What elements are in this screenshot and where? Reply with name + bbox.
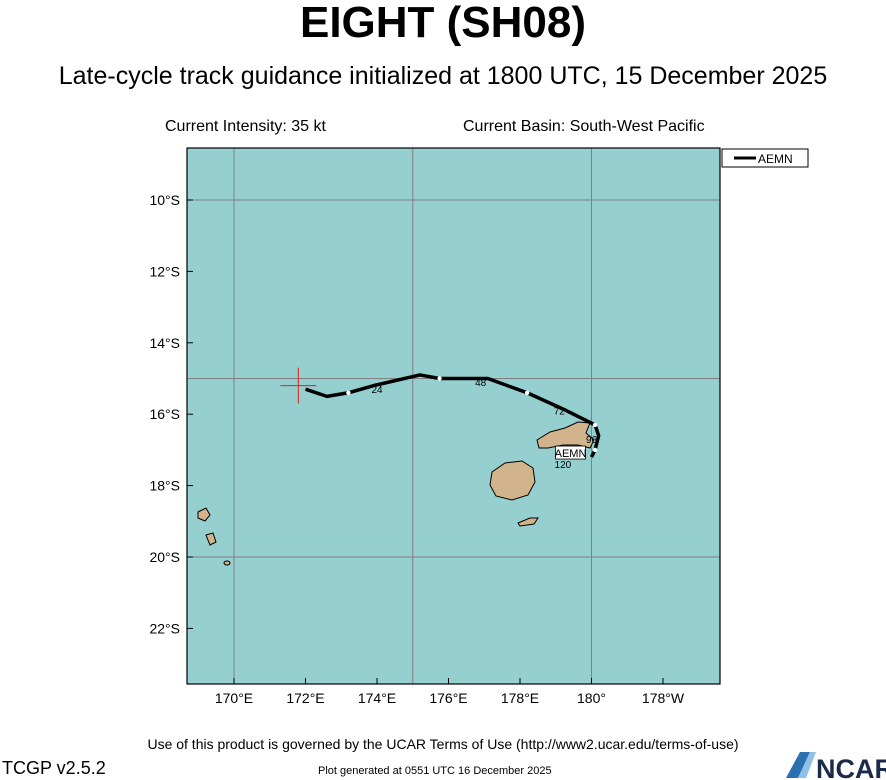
y-tick-label: 16°S	[149, 406, 180, 422]
x-tick-label: 178°W	[642, 690, 685, 706]
legend: AEMN	[721, 148, 809, 168]
land-masses	[197, 421, 595, 566]
track-marker	[437, 376, 442, 381]
subtitle: Late-cycle track guidance initialized at…	[58, 62, 828, 90]
storm-title: EIGHT (SH08)	[299, 0, 587, 47]
forecast-hour-label: 120	[555, 460, 572, 471]
x-tick-label: 170°E	[215, 690, 253, 706]
forecast-hour-label: 96	[586, 435, 598, 446]
svg-text:NCAR: NCAR	[816, 754, 886, 780]
island-vanua-levu	[536, 421, 595, 449]
legend-label-aemn: AEMN	[758, 152, 793, 166]
island-vanuatu-2	[205, 532, 217, 546]
track-marker	[524, 390, 530, 395]
track-marker	[592, 422, 598, 428]
y-tick-label: 14°S	[149, 335, 180, 351]
forecast-hour-label: 72	[554, 407, 566, 418]
version: TCGP v2.5.2	[2, 758, 106, 778]
island-kadavu	[517, 517, 539, 527]
y-tick-label: 20°S	[149, 549, 180, 565]
forecast-hour-label: 24	[371, 385, 383, 396]
ocean	[187, 148, 720, 684]
island-viti-levu	[489, 460, 536, 501]
x-tick-label: 172°E	[286, 690, 324, 706]
y-tick-label: 22°S	[149, 620, 180, 636]
end-label: AEMN	[555, 448, 587, 460]
island-vanuatu-1	[197, 507, 211, 522]
x-tick-label: 180°	[577, 690, 606, 706]
y-tick-label: 18°S	[149, 478, 180, 494]
y-tick-label: 10°S	[149, 192, 180, 208]
x-tick-label: 176°E	[429, 690, 467, 706]
ncar-logo: NCAR	[786, 752, 886, 780]
end-label-box	[555, 445, 586, 460]
track-marker	[346, 390, 351, 395]
y-tick-label: 12°S	[149, 263, 180, 279]
generated-time: Plot generated at 0551 UTC 16 December 2…	[318, 765, 552, 777]
island-vanuatu-3	[223, 560, 231, 566]
terms-of-use: Use of this product is governed by the U…	[147, 736, 739, 752]
x-tick-label: 178°E	[501, 690, 539, 706]
current-basin: Current Basin: South-West Pacific	[463, 118, 705, 135]
x-tick-label: 174°E	[358, 690, 396, 706]
forecast-hour-label: 48	[475, 378, 487, 389]
track-marker	[592, 447, 598, 453]
current-intensity: Current Intensity: 35 kt	[165, 118, 326, 135]
